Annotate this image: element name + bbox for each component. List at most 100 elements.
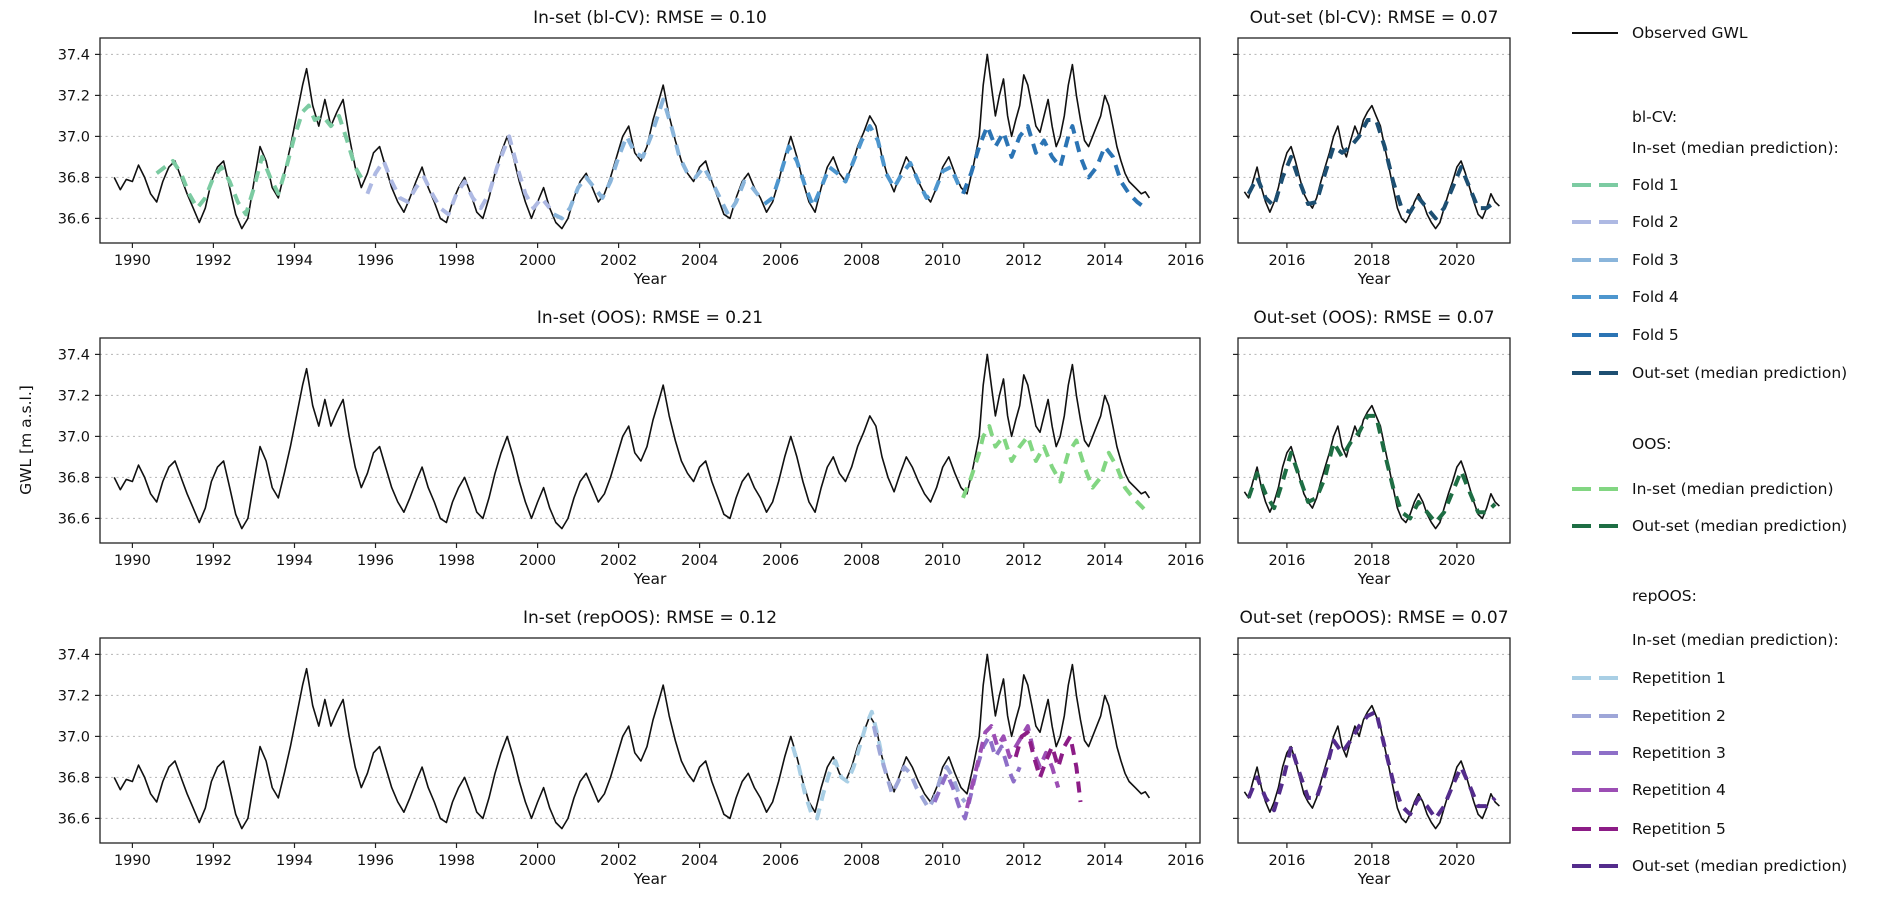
legend-label: Fold 1 bbox=[1632, 176, 1679, 194]
axes-outset-repoos: 2016 2018 2020 bbox=[1233, 637, 1511, 869]
tick-labels: 1990 1992 1994 1996 1998 2000 2002 2004 2006 2008… bbox=[58, 347, 1205, 569]
legend-item-observed: Observed GWL bbox=[1572, 21, 1747, 45]
tick-marks bbox=[95, 653, 1187, 848]
y-tick-label: 37.0 bbox=[58, 429, 90, 445]
xlabel-inset-oos: Year bbox=[633, 570, 667, 588]
legend-item-rep5: Repetition 5 bbox=[1572, 817, 1726, 841]
series-obs_out bbox=[1243, 104, 1500, 230]
x-tick-label: 2014 bbox=[1086, 553, 1123, 569]
x-tick-label: 2002 bbox=[600, 853, 637, 869]
x-tick-label: 2014 bbox=[1086, 253, 1123, 269]
x-tick-label: 2016 bbox=[1167, 253, 1204, 269]
series-obs_out bbox=[1243, 704, 1500, 830]
x-tick-label: 1998 bbox=[438, 853, 475, 869]
x-tick-label: 2018 bbox=[1353, 253, 1390, 269]
tick-marks bbox=[95, 353, 1187, 548]
x-tick-label: 2020 bbox=[1438, 853, 1475, 869]
x-tick-label: 2008 bbox=[843, 253, 880, 269]
legend-item-fold4: Fold 4 bbox=[1572, 285, 1679, 309]
tick-labels: 1990 1992 1994 1996 1998 2000 2002 2004 2006 2008… bbox=[58, 647, 1205, 869]
axes-frame bbox=[99, 637, 1201, 844]
y-tick-label: 37.4 bbox=[58, 647, 90, 663]
y-tick-label: 36.8 bbox=[58, 170, 90, 186]
x-tick-label: 2016 bbox=[1268, 553, 1305, 569]
x-tick-label: 2012 bbox=[1005, 553, 1042, 569]
y-tick-label: 37.0 bbox=[58, 729, 90, 745]
axes-frame bbox=[99, 37, 1201, 244]
legend-item-rep1: Repetition 1 bbox=[1572, 666, 1726, 690]
legend-item-fold2: Fold 2 bbox=[1572, 210, 1679, 234]
tick-labels: 2016 2018 2020 bbox=[1268, 553, 1475, 569]
dashed-line-swatch bbox=[1572, 524, 1618, 528]
legend-item-rep3: Repetition 3 bbox=[1572, 741, 1726, 765]
x-tick-label: 1992 bbox=[195, 853, 232, 869]
x-tick-label: 2010 bbox=[924, 553, 961, 569]
x-tick-label: 2016 bbox=[1167, 853, 1204, 869]
series-blcv_fold5 bbox=[961, 124, 1147, 210]
series-lines bbox=[113, 353, 1151, 530]
series-blcv_out bbox=[1246, 118, 1497, 221]
series-obs_out bbox=[1243, 404, 1500, 530]
axes-inset-oos: 1990 1992 1994 1996 1998 2000 2002 2004 2006 2008… bbox=[58, 337, 1204, 569]
xlabel-outset-oos: Year bbox=[1357, 570, 1391, 588]
axes-frame bbox=[1237, 637, 1511, 844]
series-lines bbox=[1243, 704, 1500, 830]
x-tick-label: 1994 bbox=[276, 853, 313, 869]
legend-header-oos: OOS: bbox=[1632, 435, 1672, 453]
legend-label: Repetition 1 bbox=[1632, 669, 1726, 687]
x-tick-label: 2006 bbox=[762, 253, 799, 269]
y-tick-label: 37.4 bbox=[58, 47, 90, 63]
dashed-line-swatch bbox=[1572, 371, 1618, 375]
x-tick-label: 2020 bbox=[1438, 253, 1475, 269]
xlabel-outset-blcv: Year bbox=[1357, 270, 1391, 288]
x-tick-label: 2004 bbox=[681, 853, 718, 869]
y-tick-label: 37.4 bbox=[58, 347, 90, 363]
legend-label: Fold 4 bbox=[1632, 288, 1679, 306]
series-rep2 bbox=[871, 725, 967, 811]
legend-subheader-repoos: In-set (median prediction): bbox=[1632, 631, 1839, 649]
series-blcv_fold4 bbox=[763, 124, 961, 209]
dashed-line-swatch bbox=[1572, 827, 1618, 831]
legend-label: Out-set (median prediction) bbox=[1632, 364, 1848, 382]
axes-frame bbox=[99, 337, 1201, 544]
y-axis-label: GWL [m a.s.l.] bbox=[17, 385, 35, 495]
x-tick-label: 2000 bbox=[519, 253, 556, 269]
legend-item-blcv-outset: Out-set (median prediction) bbox=[1572, 361, 1847, 385]
series-rep3 bbox=[932, 734, 1022, 821]
x-tick-label: 1998 bbox=[438, 253, 475, 269]
tick-marks bbox=[1233, 653, 1458, 848]
tick-labels: 1990 1992 1994 1996 1998 2000 2002 2004 2006 2008… bbox=[58, 47, 1205, 269]
dashed-line-swatch bbox=[1572, 333, 1618, 337]
panel-title-outset-blcv: Out-set (bl-CV): RMSE = 0.07 bbox=[1249, 8, 1499, 28]
y-tick-label: 37.2 bbox=[58, 388, 90, 404]
x-tick-label: 1990 bbox=[114, 853, 151, 869]
series-blcv_fold3 bbox=[552, 97, 762, 221]
tick-marks bbox=[1233, 53, 1458, 248]
series-lines bbox=[1243, 104, 1500, 230]
panel-title-inset-blcv: In-set (bl-CV): RMSE = 0.10 bbox=[533, 8, 767, 28]
x-tick-label: 2008 bbox=[843, 553, 880, 569]
legend-label: Repetition 3 bbox=[1632, 744, 1726, 762]
legend-label: Repetition 2 bbox=[1632, 707, 1726, 725]
series-oos_out bbox=[1246, 413, 1497, 525]
y-tick-label: 36.8 bbox=[58, 470, 90, 486]
xlabel-inset-blcv: Year bbox=[633, 270, 667, 288]
x-tick-label: 2014 bbox=[1086, 853, 1123, 869]
x-tick-label: 2004 bbox=[681, 253, 718, 269]
panel-title-inset-oos: In-set (OOS): RMSE = 0.21 bbox=[536, 308, 764, 328]
legend-label: Fold 5 bbox=[1632, 326, 1679, 344]
dashed-line-swatch bbox=[1572, 864, 1618, 868]
legend-item-repoos-outset: Out-set (median prediction) bbox=[1572, 854, 1847, 878]
axes-inset-repoos: 1990 1992 1994 1996 1998 2000 2002 2004 2006 2008… bbox=[58, 637, 1204, 869]
x-tick-label: 2012 bbox=[1005, 853, 1042, 869]
dashed-line-swatch bbox=[1572, 751, 1618, 755]
legend-label: Observed GWL bbox=[1632, 24, 1748, 42]
x-tick-label: 1994 bbox=[276, 553, 313, 569]
x-tick-label: 2016 bbox=[1167, 553, 1204, 569]
xlabel-outset-repoos: Year bbox=[1357, 870, 1391, 888]
x-tick-label: 1992 bbox=[195, 553, 232, 569]
tick-marks bbox=[1233, 353, 1458, 548]
legend-header-blcv: bl-CV: bbox=[1632, 108, 1678, 126]
dashed-line-swatch bbox=[1572, 714, 1618, 718]
